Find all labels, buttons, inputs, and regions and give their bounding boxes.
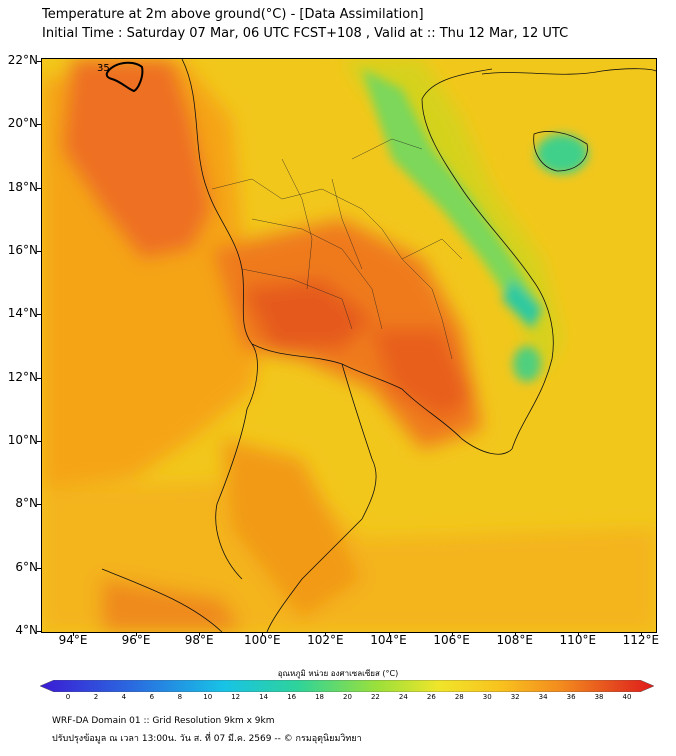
lon-tick: [577, 632, 579, 636]
lat-label: 6°N: [15, 559, 38, 574]
footer-update: ปรับปรุงข้อมูล ณ เวลา 13:00น. วัน ส. ที่…: [52, 734, 362, 744]
lon-label: 102°E: [307, 633, 344, 647]
lon-tick: [136, 632, 138, 636]
admin-borders: [211, 138, 463, 360]
temperature-map: 35: [41, 58, 657, 633]
lat-label: 4°N: [15, 623, 38, 637]
lon-label: 106°E: [433, 633, 470, 647]
lon-tick: [325, 632, 327, 636]
lon-label: 108°E: [496, 633, 533, 647]
lon-tick: [388, 632, 390, 636]
map-subtitle: Initial Time : Saturday 07 Mar, 06 UTC F…: [42, 26, 569, 41]
colorbar-tick-label: 14: [259, 693, 269, 701]
colorbar-tick-label: 2: [93, 693, 99, 701]
lat-tick: [37, 504, 41, 506]
colorbar-tick-label: 28: [454, 693, 464, 701]
cool-zones: [362, 69, 588, 382]
lat-tick: [37, 441, 41, 442]
colorbar-gradient: [40, 680, 654, 692]
lon-label: 110°E: [559, 633, 597, 647]
map-title: Temperature at 2m above ground(°C) - [Da…: [42, 7, 424, 22]
colorbar-tick-label: 38: [594, 693, 604, 701]
lat-tick: [37, 631, 41, 632]
colorbar-tick-label: 0: [65, 693, 71, 701]
colorbar-tick-label: 12: [231, 693, 241, 701]
lat-label: 18°N: [7, 179, 38, 194]
lat-tick: [37, 377, 41, 379]
lon-tick: [199, 632, 201, 636]
colorbar-tick-label: 10: [203, 693, 213, 701]
lat-label: 16°N: [7, 243, 38, 257]
lat-label: 22°N: [7, 53, 38, 67]
lon-tick: [73, 632, 74, 636]
lon-tick: [640, 632, 642, 636]
lon-label: 96°E: [121, 633, 151, 647]
lon-tick: [451, 632, 453, 636]
lat-tick: [37, 567, 41, 569]
colorbar-tick-label: 40: [622, 693, 632, 701]
lon-tick: [514, 632, 516, 636]
lon-label: 112°E: [622, 633, 660, 647]
colorbar-tick-label: 32: [510, 693, 520, 701]
map-canvas: 35: [42, 59, 656, 632]
colorbar-tick-label: 4: [121, 693, 127, 701]
lon-label: 94°E: [58, 633, 88, 647]
colorbar-tick-label: 36: [566, 693, 576, 701]
colorbar: [40, 680, 654, 692]
footer-resolution: WRF-DA Domain 01 :: Grid Resolution 9km …: [52, 716, 275, 726]
lon-label: 100°E: [244, 633, 281, 647]
colorbar-tick-label: 34: [538, 693, 548, 701]
lat-tick: [37, 251, 41, 252]
colorbar-tick-label: 16: [287, 693, 297, 701]
colorbar-tick-label: 20: [343, 693, 352, 701]
lat-tick: [37, 314, 41, 316]
lon-tick: [262, 632, 264, 636]
contour-35: [105, 61, 144, 93]
contour-label: 35: [97, 63, 110, 74]
lat-tick: [37, 124, 41, 126]
lat-label: 8°N: [15, 496, 38, 511]
colorbar-tick-label: 24: [398, 693, 408, 701]
lat-label: 14°N: [7, 306, 38, 321]
lat-tick: [37, 187, 41, 189]
temperature-shading: [42, 59, 656, 632]
colorbar-tick-label: 30: [482, 693, 492, 701]
lat-label: 12°N: [7, 369, 38, 384]
lat-label: 20°N: [7, 116, 38, 131]
lon-label: 104°E: [370, 633, 407, 647]
lat-tick: [37, 61, 41, 62]
colorbar-tick-label: 18: [315, 693, 325, 701]
coastlines: [101, 59, 656, 632]
colorbar-tick-label: 8: [177, 693, 183, 701]
lat-label: 10°N: [7, 433, 38, 447]
colorbar-tick-label: 6: [149, 693, 155, 701]
lon-label: 98°E: [184, 633, 214, 647]
colorbar-title: อุณหภูมิ หน่วย องศาเซลเซียส (°C): [277, 669, 399, 678]
colorbar-tick-label: 22: [370, 693, 380, 701]
colorbar-tick-label: 26: [426, 693, 436, 701]
